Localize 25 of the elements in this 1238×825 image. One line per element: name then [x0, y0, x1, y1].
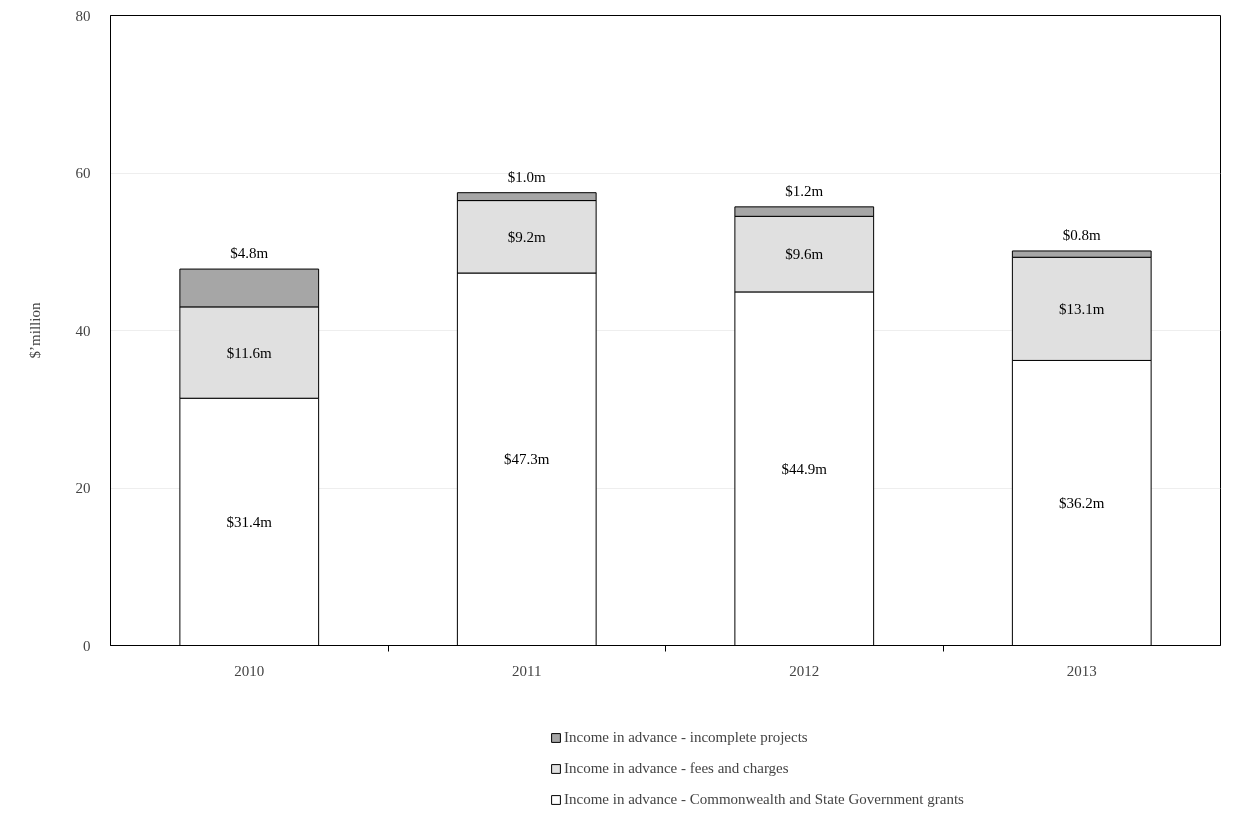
data-label: $47.3m — [504, 451, 550, 468]
y-tick-label: 80 — [75, 7, 91, 24]
x-tick-label: 2011 — [512, 662, 542, 679]
legend-label: Income in advance - fees and charges — [564, 760, 789, 777]
data-label: $13.1m — [1059, 300, 1105, 317]
legend-label: Income in advance - Commonwealth and State Government grants — [564, 791, 964, 808]
data-label: $0.8m — [1062, 226, 1102, 243]
data-label: $1.0m — [507, 168, 547, 185]
x-tick-label: 2012 — [789, 662, 820, 679]
data-label: $9.2m — [507, 228, 547, 245]
data-label: $36.2m — [1059, 494, 1105, 511]
data-label: $44.9m — [781, 460, 828, 477]
data-label: $9.6m — [785, 246, 824, 263]
x-tick-label: 2010 — [234, 662, 265, 679]
x-tick-label: 2013 — [1066, 662, 1097, 679]
y-tick-label: 20 — [75, 480, 91, 496]
y-tick-label: 0 — [83, 637, 91, 654]
data-label: $1.2m — [785, 182, 824, 199]
y-axis-title: $’million — [26, 302, 43, 359]
data-label: $4.8m — [230, 245, 269, 262]
legend-label: Income in advance - incomplete projects — [564, 729, 808, 746]
data-label: $11.6m — [226, 344, 273, 361]
data-label: $31.4m — [226, 513, 273, 530]
y-tick-label: 60 — [75, 165, 91, 181]
y-tick-label: 40 — [75, 322, 91, 339]
